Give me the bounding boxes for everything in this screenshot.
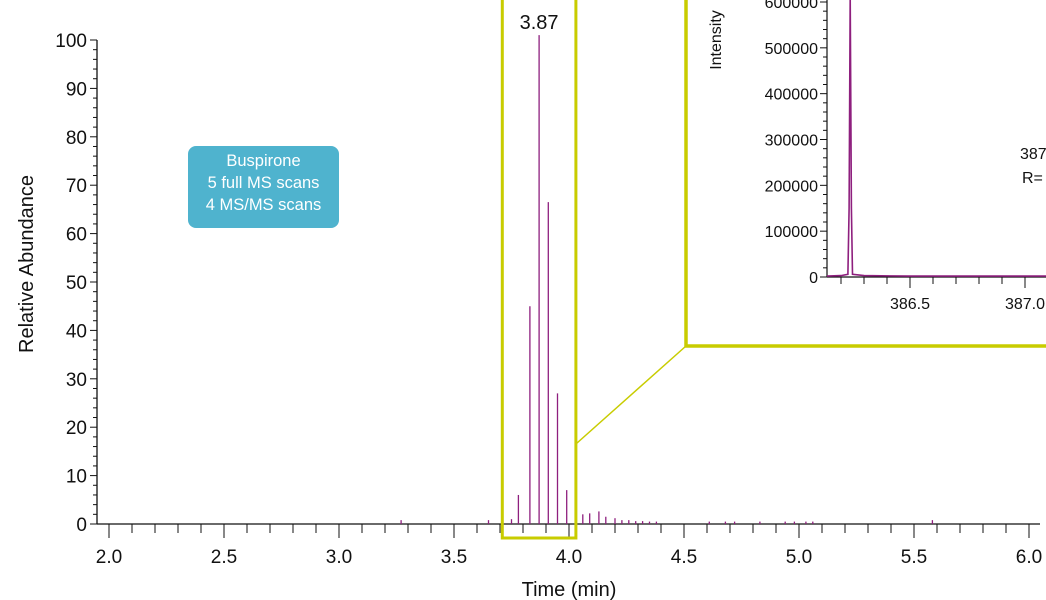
inset-annotation-line-2: R= [1022, 170, 1043, 187]
zoom-connector-line [575, 345, 687, 445]
compound-info-callout: Buspirone 5 full MS scans 4 MS/MS scans [188, 146, 339, 228]
inset-spectrum-trace [826, 0, 1046, 277]
inset-y-axis-ticks: 0 100000 200000 300000 400000 500000 600000 [765, 0, 827, 287]
inset-y-tick-label: 0 [809, 270, 818, 287]
callout-line-msms: 4 MS/MS scans [205, 196, 322, 214]
inset-x-tick-label: 387.0 [1005, 296, 1045, 313]
y-tick-label: 10 [66, 467, 87, 488]
y-tick-label: 30 [66, 370, 87, 391]
y-tick-label: 20 [66, 418, 87, 439]
callout-line-full-ms: 5 full MS scans [207, 174, 320, 192]
inset-frame [684, 0, 1046, 348]
inset-annotation-line-1: 387 [1020, 146, 1046, 163]
x-tick-label: 5.5 [901, 547, 927, 568]
main-plot: 0 10 20 30 40 50 60 70 80 90 100 2.0 2.5 3.0 3.5 4.0 4.… [16, 31, 1042, 600]
y-axis-title: Relative Abundance [16, 175, 38, 353]
y-tick-label: 70 [66, 176, 87, 197]
peak-highlight: 3.87 [500, 0, 687, 540]
callout-line-compound: Buspirone [226, 152, 301, 170]
inset-y-axis-title: Intensity [708, 10, 725, 70]
chromatogram-trace [400, 35, 934, 524]
peak-apex-label: 3.87 [520, 12, 559, 34]
inset-x-tick-label: 386.5 [890, 296, 930, 313]
inset-x-axis-ticks: 386.5 387.0 [840, 277, 1045, 313]
x-tick-label: 5.0 [786, 547, 812, 568]
x-tick-label: 2.5 [211, 547, 237, 568]
inset-mass-spectrum: 0 100000 200000 300000 400000 500000 600000 38… [684, 0, 1046, 348]
y-tick-label: 0 [76, 515, 87, 536]
y-tick-label: 50 [66, 273, 87, 294]
x-axis-title: Time (min) [522, 579, 617, 600]
inset-y-tick-label: 200000 [765, 178, 818, 195]
inset-y-tick-label: 100000 [765, 224, 818, 241]
x-tick-label: 6.0 [1016, 547, 1042, 568]
x-tick-label: 4.5 [671, 547, 697, 568]
inset-y-tick-label: 400000 [765, 87, 818, 104]
y-tick-label: 40 [66, 321, 87, 342]
x-tick-label: 4.0 [556, 547, 582, 568]
inset-y-tick-label: 500000 [765, 41, 818, 58]
x-axis-ticks: 2.0 2.5 3.0 3.5 4.0 4.5 5.0 5.5 6.0 [96, 524, 1042, 568]
x-tick-label: 3.5 [441, 547, 467, 568]
y-tick-label: 100 [55, 31, 87, 52]
inset-y-tick-label: 600000 [765, 0, 818, 12]
y-tick-label: 60 [66, 225, 87, 246]
y-tick-label: 80 [66, 128, 87, 149]
y-tick-label: 90 [66, 79, 87, 100]
highlight-window [500, 0, 578, 540]
x-tick-label: 2.0 [96, 547, 122, 568]
x-tick-label: 3.0 [326, 547, 352, 568]
y-axis-ticks: 0 10 20 30 40 50 60 70 80 90 100 [55, 31, 97, 536]
inset-y-tick-label: 300000 [765, 133, 818, 150]
